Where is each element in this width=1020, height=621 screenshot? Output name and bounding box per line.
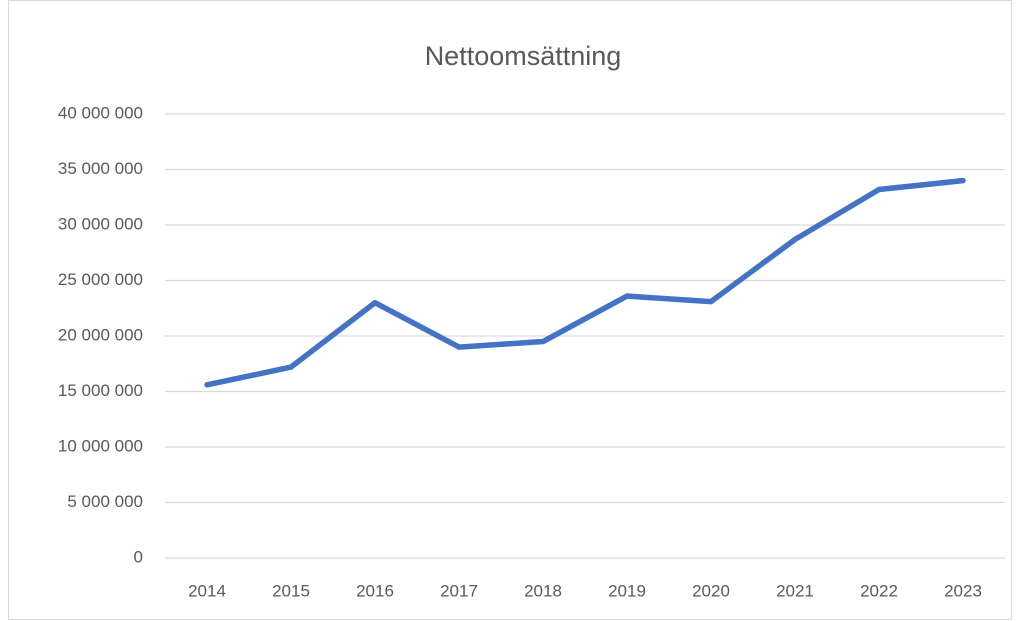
chart-border	[8, 0, 1012, 620]
x-tick-label: 2023	[944, 581, 982, 600]
y-tick-label: 30 000 000	[58, 214, 143, 233]
x-tick-label: 2017	[440, 581, 478, 600]
x-tick-label: 2014	[188, 581, 226, 600]
y-tick-label: 25 000 000	[58, 270, 143, 289]
chart-title: Nettoomsättning	[425, 41, 622, 71]
y-tick-label: 35 000 000	[58, 159, 143, 178]
x-tick-label: 2021	[776, 581, 814, 600]
x-tick-label: 2018	[524, 581, 562, 600]
data-line	[204, 177, 966, 388]
x-tick-label: 2015	[272, 581, 310, 600]
y-tick-label: 0	[134, 547, 143, 566]
x-tick-label: 2016	[356, 581, 394, 600]
x-tick-label: 2019	[608, 581, 646, 600]
y-tick-label: 40 000 000	[58, 103, 143, 122]
y-tick-label: 10 000 000	[58, 436, 143, 455]
x-tick-label: 2022	[860, 581, 898, 600]
y-tick-label: 20 000 000	[58, 325, 143, 344]
x-tick-label: 2020	[692, 581, 730, 600]
y-tick-label: 5 000 000	[67, 492, 143, 511]
y-tick-label: 15 000 000	[58, 381, 143, 400]
